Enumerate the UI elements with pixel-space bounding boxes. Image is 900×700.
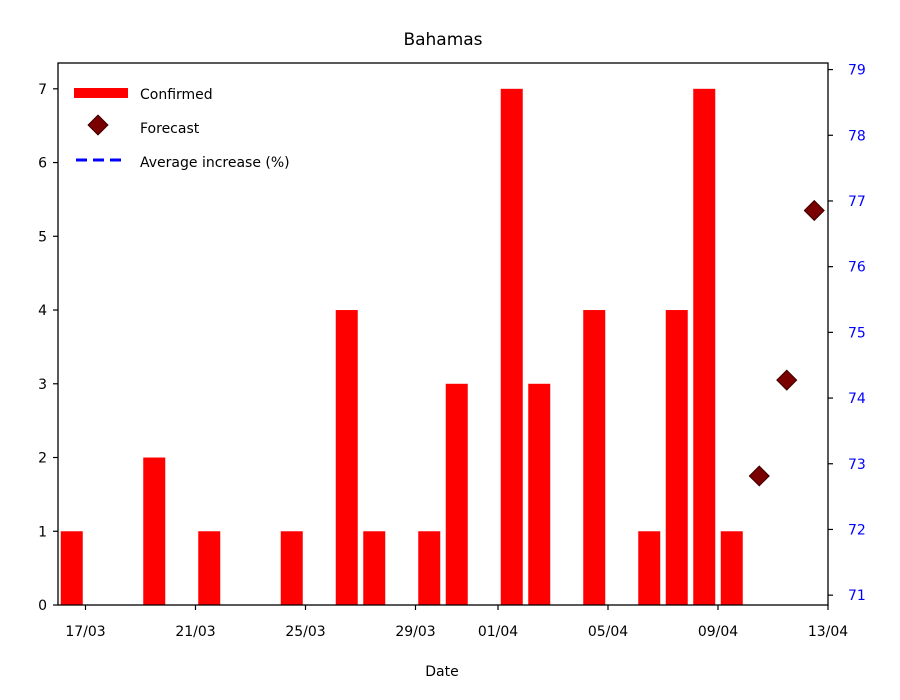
bar-confirmed: 27/03: 1	[363, 531, 386, 605]
x-tick-label: 17/03	[65, 624, 105, 640]
y2-tick-label: 79	[848, 63, 866, 79]
y2-tick-label: 77	[848, 194, 866, 210]
bar-confirmed: 26/03: 4	[335, 310, 358, 605]
x-tick-label: 25/03	[285, 624, 325, 640]
x-tick-label: 29/03	[395, 624, 435, 640]
y2-tick-label: 71	[848, 588, 866, 604]
y-tick-label: 1	[38, 524, 47, 540]
x-axis-label: Date	[425, 664, 458, 680]
y-tick-label: 2	[38, 451, 47, 467]
bar-confirmed: 01/04: 7	[500, 88, 523, 605]
y2-tick-label: 73	[848, 457, 866, 473]
y-tick-label: 6	[38, 156, 47, 172]
bar-confirmed: 07/04: 4	[665, 310, 688, 605]
plot-frame	[57, 62, 829, 606]
y2-tick-label: 76	[848, 260, 866, 276]
bar-confirmed: 02/04: 3	[528, 383, 551, 605]
y-tick-label: 5	[38, 229, 47, 245]
bar-confirmed: 16/03: 1	[60, 531, 83, 605]
y2-tick-label: 75	[848, 325, 866, 341]
plot-area: 16/03: 1 19/03: 2 21/03: 1 24/03: 1 26/03: 4…	[38, 62, 866, 640]
bar-confirmed: 09/04: 1	[720, 531, 743, 605]
chart-title: Bahamas	[403, 30, 482, 50]
bar-confirmed: 08/04: 7	[693, 88, 716, 605]
legend: Confirmed Forecast Average increase (%)	[74, 87, 290, 171]
bar-confirmed: 19/03: 2	[143, 457, 166, 605]
legend-swatch-confirmed	[74, 88, 128, 98]
y-tick-label: 7	[38, 82, 47, 98]
x-tick-label: 13/04	[808, 624, 848, 640]
bar-confirmed: 29/03: 1	[418, 531, 441, 605]
x-tick-label: 01/04	[478, 624, 518, 640]
forecast-point	[776, 369, 798, 391]
y2-tick-label: 74	[848, 391, 866, 407]
x-tick-label: 09/04	[698, 624, 738, 640]
legend-label-forecast: Forecast	[140, 121, 200, 137]
bar-confirmed: 30/03: 3	[445, 383, 468, 605]
y-tick-label: 4	[38, 303, 47, 319]
y2-tick-label: 78	[848, 128, 866, 144]
forecast-point	[748, 465, 770, 487]
legend-swatch-forecast	[87, 114, 109, 136]
bar-confirmed: 04/04: 4	[583, 310, 606, 605]
y-tick-label: 3	[38, 377, 47, 393]
legend-label-average-increase: Average increase (%)	[140, 155, 290, 171]
forecast-point	[803, 199, 825, 222]
bar-confirmed: 06/04: 1	[638, 531, 661, 605]
bar-confirmed: 24/03: 1	[280, 531, 303, 605]
x-tick-label: 21/03	[175, 624, 215, 640]
legend-label-confirmed: Confirmed	[140, 87, 213, 103]
y2-tick-label: 72	[848, 522, 866, 538]
y-tick-label: 0	[38, 598, 47, 614]
bar-confirmed: 21/03: 1	[198, 531, 221, 605]
x-tick-label: 05/04	[588, 624, 628, 640]
